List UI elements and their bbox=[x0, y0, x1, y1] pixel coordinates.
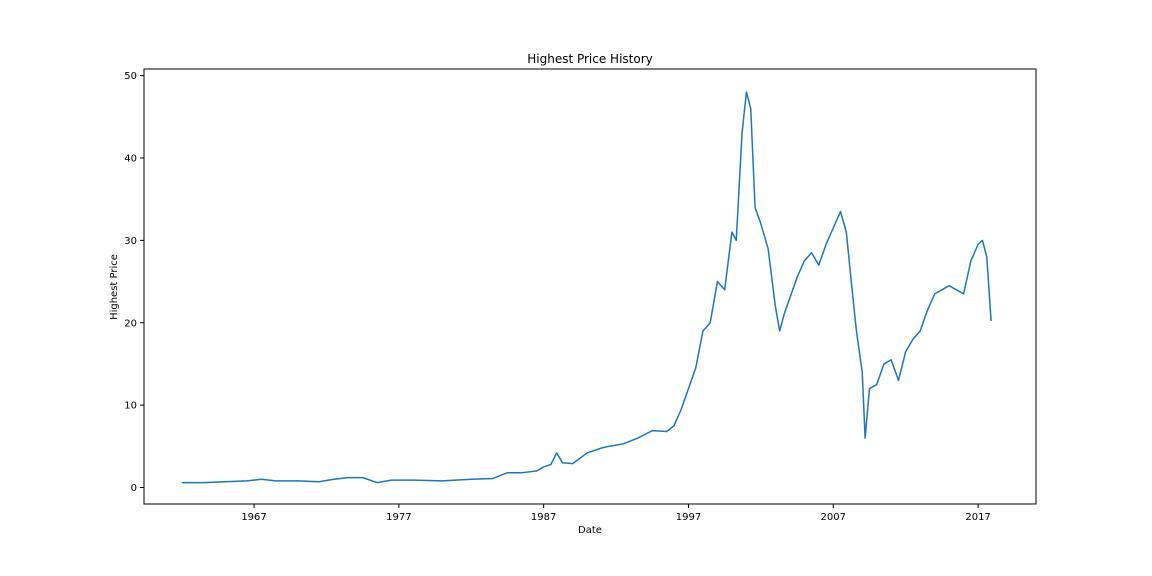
series-line bbox=[181, 91, 992, 484]
series-layer bbox=[181, 91, 992, 484]
y-tick-label: 30 bbox=[124, 236, 137, 247]
plot-area bbox=[143, 68, 1037, 505]
y-tick-label: 40 bbox=[124, 153, 137, 164]
x-tick-label: 1997 bbox=[676, 512, 701, 523]
y-axis-label: Highest Price bbox=[109, 254, 120, 320]
x-tick-label: 1977 bbox=[386, 512, 411, 523]
plot-frame bbox=[143, 68, 1037, 505]
x-axis: 1967 1977 1987 1997 2007 2017 bbox=[241, 504, 991, 523]
x-tick-label: 1987 bbox=[531, 512, 556, 523]
y-tick-label: 10 bbox=[124, 401, 137, 412]
y-tick-label: 50 bbox=[124, 71, 137, 82]
x-tick-label: 1967 bbox=[241, 512, 266, 523]
y-tick-label: 0 bbox=[131, 483, 137, 494]
chart-title: Highest Price History bbox=[527, 52, 653, 66]
x-tick-label: 2017 bbox=[965, 512, 990, 523]
x-axis-label: Date bbox=[578, 525, 602, 536]
y-tick-label: 20 bbox=[124, 318, 137, 329]
x-tick-label: 2007 bbox=[821, 512, 846, 523]
y-axis: 0 10 20 30 40 50 bbox=[124, 71, 144, 494]
